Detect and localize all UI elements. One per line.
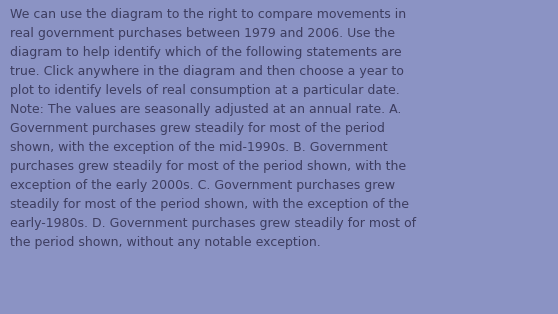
Text: We can use the diagram to the right to compare movements in
real government purc: We can use the diagram to the right to c…: [10, 8, 416, 249]
